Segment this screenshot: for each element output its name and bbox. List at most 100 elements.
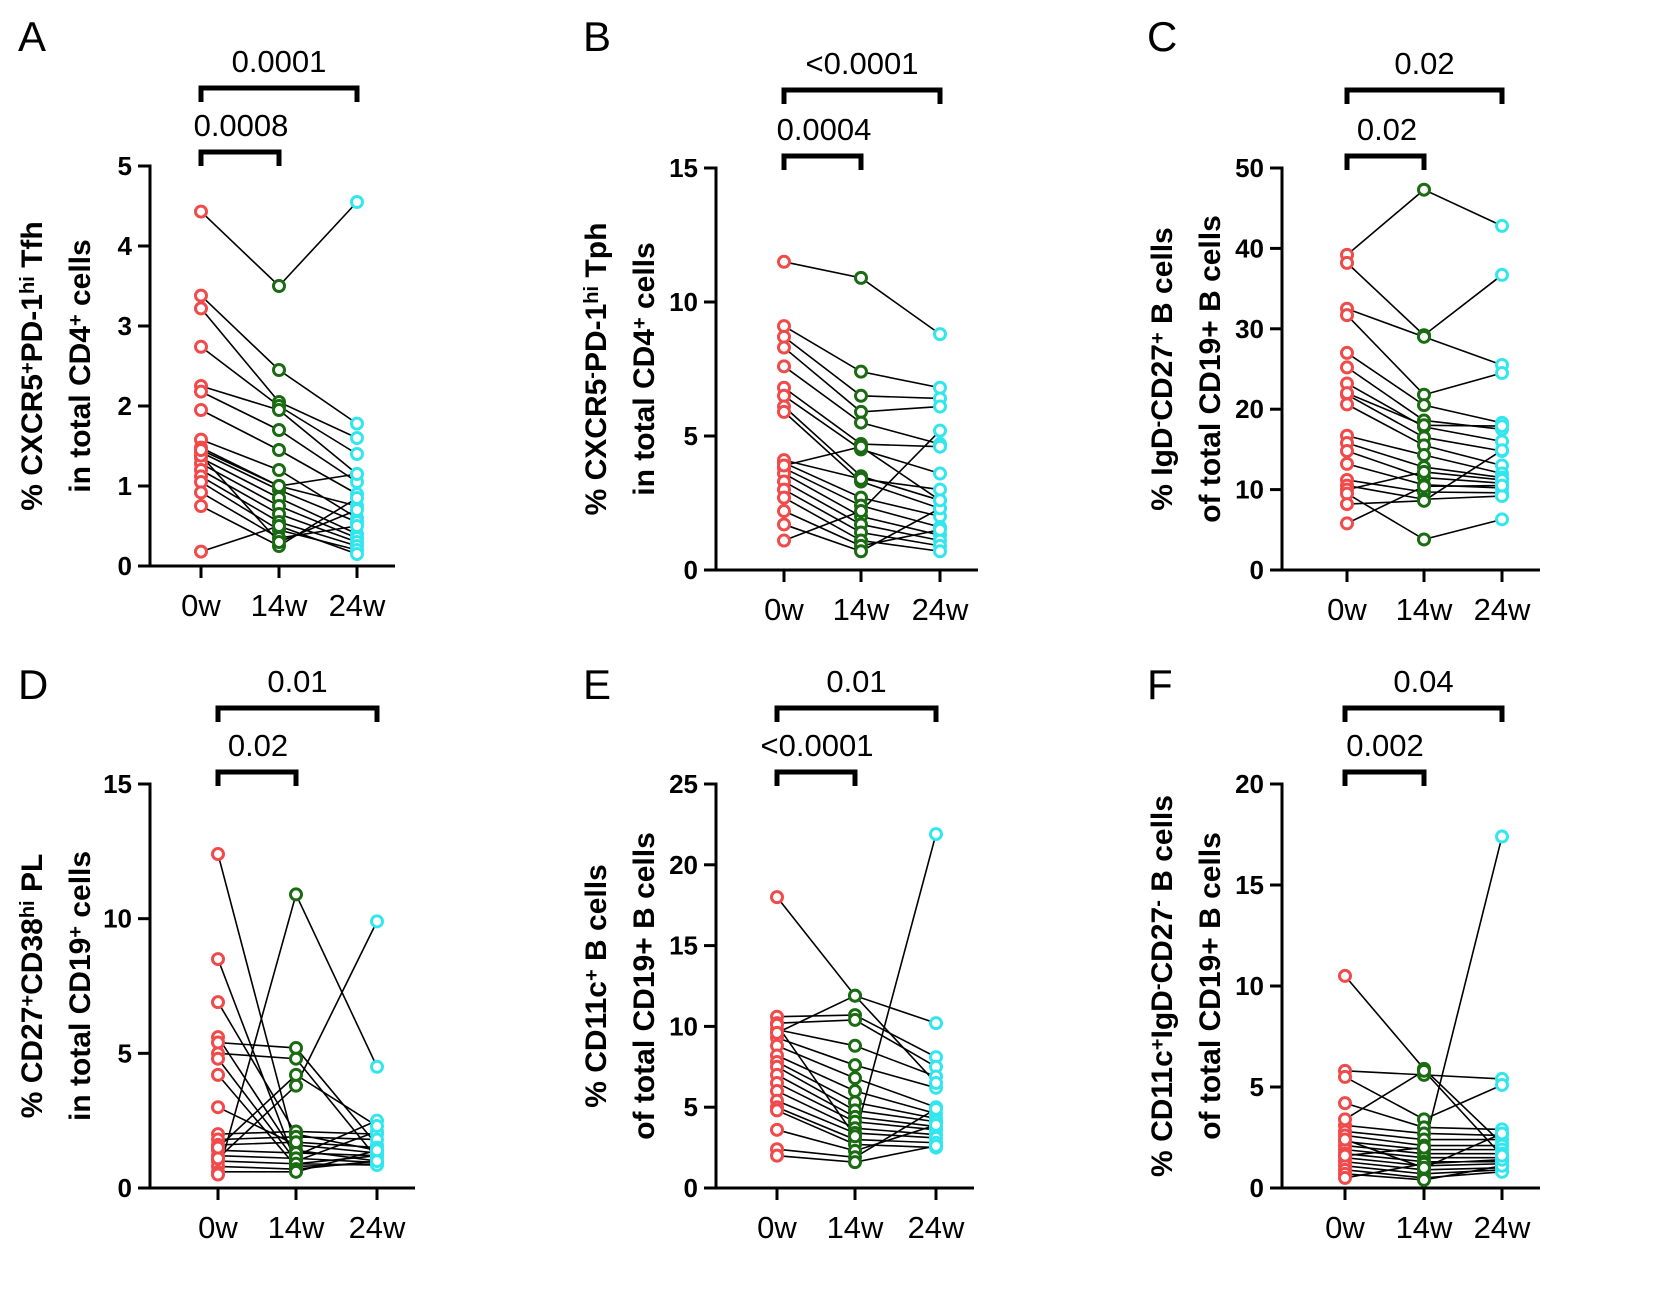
data-point-24w [1495,419,1509,434]
y-axis-label-text: % CD11c [580,981,613,1108]
paired-subject-line [217,921,378,1159]
y-axis-label-superscript: - [581,372,603,379]
y-tick-label: 20 [669,850,698,880]
y-tick-label: 10 [669,287,698,317]
data-point-0w [211,1067,225,1082]
significance-bracket [215,769,299,786]
data-point-14w [1417,464,1431,479]
y-axis-label-text: of total CD19+ B cells [1194,832,1227,1140]
y-axis-label-text: PD-1 [580,304,613,372]
x-category-label: 14w [827,1210,884,1245]
data-point-0w [770,1122,784,1137]
data-point-14w [272,363,286,377]
data-point-14w [272,403,286,417]
data-point-14w [1417,493,1431,508]
y-axis-label-text: in total CD19 [64,938,97,1121]
data-point-0w [1340,345,1354,360]
data-point-0w [211,1167,225,1182]
panel-e: E 0 5 10 15 20 25 0w 14w 24w % CD11c+ B cells of to… [580,661,974,1245]
data-point-0w [194,288,208,303]
data-point-0w [194,544,208,559]
data-point-0w [777,359,791,374]
data-point-24w [933,327,947,342]
panel-letter: A [18,13,46,60]
data-point-0w [1340,397,1354,412]
data-point-24w [1495,1148,1509,1163]
y-axis-label-superscript: hi [17,900,39,918]
data-point-0w [777,504,791,519]
y-axis-label: % CD11c+ B cells of total CD19+ B cells [580,832,661,1140]
x-category-label: 24w [912,592,969,627]
significance-bracket [1342,769,1427,786]
data-point-24w [1495,829,1509,844]
y-tick-label: 30 [1235,314,1264,344]
y-axis-label-superscript: + [65,314,87,326]
p-value-label: 0.02 [1357,112,1417,147]
p-value-label: 0.01 [826,664,886,699]
y-axis-label-text: % CXCR5 [580,379,613,516]
data-point-24w [1495,267,1509,282]
data-point-14w [854,270,868,285]
data-point-0w [777,533,791,548]
p-value-label: 0.02 [228,728,288,763]
data-point-24w [350,416,364,431]
data-point-24w [929,1075,943,1090]
p-value-label: <0.0001 [806,46,919,81]
y-axis-label-superscript: + [629,317,651,329]
y-axis-label-text: cells [64,239,97,314]
data-point-0w [211,1100,225,1115]
data-point-0w [211,995,225,1010]
y-axis-label-text: CD38 [16,918,49,995]
p-value-label: <0.0001 [761,728,874,763]
y-tick-label: 10 [103,904,132,934]
data-point-24w [370,914,384,929]
panel-letter: E [583,661,611,708]
data-point-0w [777,254,791,269]
data-point-24w [929,1101,943,1116]
x-category-label: 14w [251,588,308,623]
y-tick-label: 15 [103,769,132,799]
data-point-24w [370,1143,384,1158]
data-point-0w [1338,1132,1352,1147]
data-point-24w [933,544,947,559]
data-point-0w [777,517,791,532]
paired-subject-line [200,201,358,288]
data-point-0w [1338,1096,1352,1111]
y-tick-label: 0 [1250,1173,1264,1203]
y-axis-label-text: CD27 [1146,344,1179,421]
data-point-14w [854,544,868,559]
data-point-0w [1340,516,1354,531]
data-point-14w [848,1129,862,1144]
y-axis-label-text: % CD27 [16,1007,49,1119]
data-point-14w [272,279,286,293]
data-point-0w [194,384,208,399]
significance-bracket [198,85,360,102]
data-point-24w [350,491,364,505]
y-axis-label-superscript: hi [17,276,39,294]
data-point-24w [929,827,943,842]
data-point-14w [1417,479,1431,494]
panel-letter: F [1147,661,1173,708]
panel-letter: C [1147,13,1177,60]
data-point-14w [1417,1172,1431,1187]
y-axis-label-text: cells [628,242,661,317]
data-point-0w [1340,308,1354,323]
y-axis-label-text: Tfh [16,221,49,276]
data-point-14w [289,887,303,902]
y-tick-label: 15 [669,153,698,183]
data-point-14w [272,519,286,533]
p-value-label: 0.01 [267,664,327,699]
data-point-24w [933,399,947,414]
data-point-14w [1417,1160,1431,1175]
y-axis-label-superscript: + [581,969,603,981]
data-point-0w [770,1148,784,1163]
p-value-label: 0.04 [1393,664,1453,699]
panel-c: C 0 10 20 30 40 50 0w 14w 24w % IgD-CD27+ B cells o… [1146,13,1540,627]
panel-letter: D [18,661,48,708]
y-axis-label-text: of total CD19+ B cells [628,832,661,1140]
data-point-14w [854,504,868,519]
data-point-14w [848,1084,862,1099]
significance-bracket [1344,153,1427,170]
y-axis-label-text: B cells [1146,795,1179,900]
y-axis-label-text: cells [64,851,97,926]
